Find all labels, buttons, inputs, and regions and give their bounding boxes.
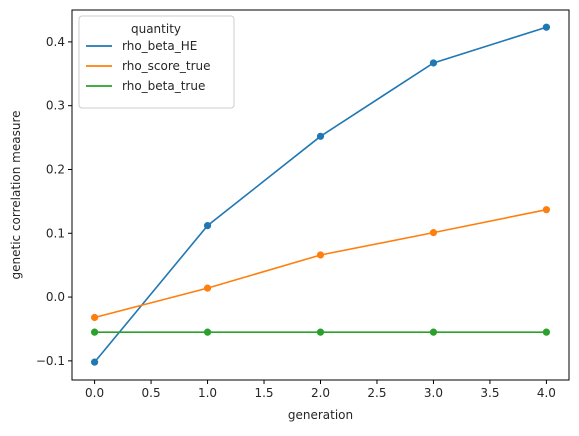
x-tick-label: 2.5 — [367, 386, 386, 400]
series-line-rho_score_true — [94, 208, 547, 319]
legend-label: rho_score_true — [122, 59, 211, 73]
data-point — [542, 23, 551, 31]
legend: quantity rho_beta_HErho_score_truerho_be… — [78, 15, 235, 109]
data-point — [90, 358, 99, 366]
x-tick-label: 1.5 — [254, 386, 273, 400]
data-point — [203, 328, 212, 336]
data-point — [542, 328, 551, 336]
y-tick-label: 0.2 — [46, 162, 65, 176]
series-layer — [90, 23, 551, 366]
y-axis-ticks: −0.1 0.0 0.1 0.2 0.3 0.4 — [36, 35, 72, 368]
data-point — [542, 206, 551, 214]
y-tick-label: 0.4 — [46, 35, 65, 49]
x-tick-label: 1.0 — [198, 386, 217, 400]
y-tick-label: 0.3 — [46, 99, 65, 113]
data-point — [90, 328, 99, 336]
data-point — [203, 222, 212, 230]
x-tick-label: 3.0 — [424, 386, 443, 400]
y-tick-label: −0.1 — [36, 354, 65, 368]
y-axis-label: genetic correlation measure — [9, 111, 23, 280]
data-point — [429, 328, 438, 336]
data-point — [203, 284, 212, 292]
y-tick-label: 0.1 — [46, 226, 65, 240]
data-point — [316, 328, 325, 336]
data-point — [429, 59, 438, 67]
data-point — [316, 132, 325, 140]
legend-title: quantity — [131, 22, 181, 36]
legend-label: rho_beta_HE — [122, 39, 197, 53]
x-tick-label: 2.0 — [311, 386, 330, 400]
data-point — [429, 229, 438, 237]
x-axis-ticks: 0.0 0.5 1.0 1.5 2.0 2.5 3.0 3.5 4.0 — [85, 380, 556, 400]
x-axis-label: generation — [288, 408, 353, 422]
x-tick-label: 3.5 — [480, 386, 499, 400]
legend-label: rho_beta_true — [122, 79, 205, 93]
x-tick-label: 0.5 — [142, 386, 161, 400]
legend-items: rho_beta_HE rho_score_true rho_beta_true — [86, 39, 211, 93]
y-tick-label: 0.0 — [46, 290, 65, 304]
data-point — [90, 313, 99, 322]
legend-box — [78, 15, 235, 109]
data-point — [316, 251, 325, 259]
x-tick-label: 4.0 — [537, 386, 556, 400]
x-tick-label: 0.0 — [85, 386, 104, 400]
